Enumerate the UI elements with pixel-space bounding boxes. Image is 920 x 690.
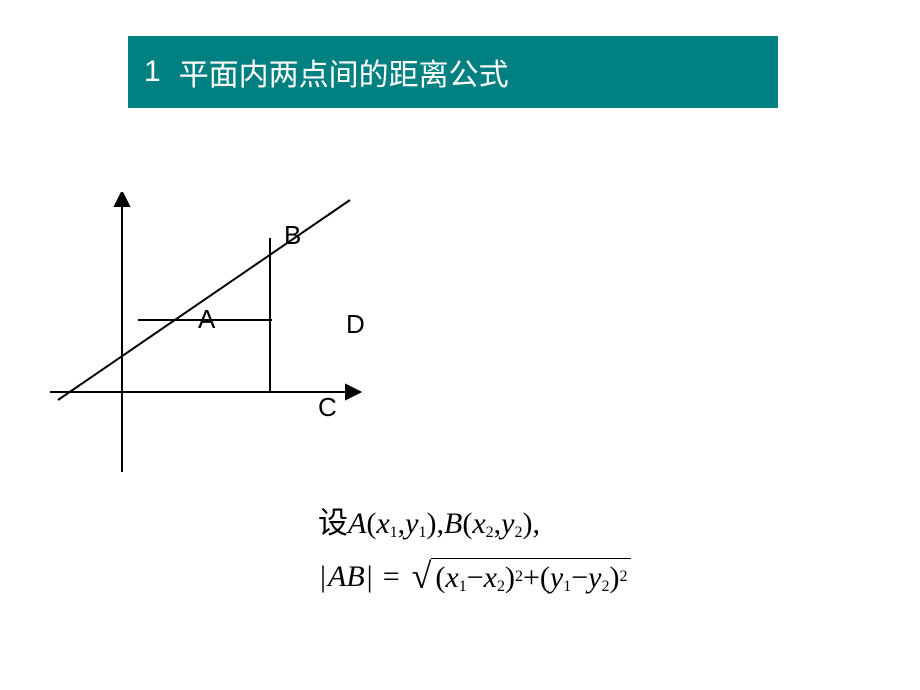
- var-x2b: x: [484, 561, 497, 595]
- sub-1a: 1: [390, 524, 398, 542]
- var-y2b: y: [588, 561, 601, 595]
- var-x1b: x: [445, 561, 458, 595]
- minus-2: −: [571, 561, 588, 595]
- minus-1: −: [467, 561, 484, 595]
- abs-bar-r: |: [365, 560, 375, 594]
- formula-prefix: 设: [318, 498, 348, 542]
- sup-2: 2: [619, 568, 627, 586]
- var-x2: x: [472, 507, 485, 541]
- sub-2a: 2: [486, 524, 494, 542]
- sub-1b: 1: [418, 524, 426, 542]
- var-y1b: y: [550, 561, 563, 595]
- sqrt-content: ( x 1 − x 2 ) 2 + ( y 1 − y 2 ) 2: [431, 558, 631, 595]
- label-D: D: [346, 309, 365, 340]
- equals: =: [375, 560, 408, 594]
- lparen-3: (: [435, 561, 445, 595]
- formula-line-1: 设 A ( x 1 , y 1 ), B ( x 2 , y 2 ),: [318, 498, 631, 542]
- rparen-3: ): [505, 561, 515, 595]
- sup-1: 2: [515, 568, 523, 586]
- plus: +: [523, 561, 540, 595]
- lparen-1: (: [366, 507, 376, 541]
- formula-line-2: | AB | = √ ( x 1 − x 2 ) 2 + ( y 1 − y 2: [318, 558, 631, 595]
- radical-icon: √: [412, 560, 432, 597]
- label-C: C: [318, 392, 337, 423]
- sub-2b: 2: [514, 524, 522, 542]
- sym-A: A: [348, 507, 366, 541]
- label-A: A: [198, 304, 215, 335]
- diagram-svg: [50, 192, 380, 482]
- var-x1: x: [376, 507, 389, 541]
- coordinate-diagram: A B C D: [50, 192, 380, 482]
- lparen-4: (: [540, 561, 550, 595]
- title-bar: 1 平面内两点间的距离公式: [128, 36, 778, 108]
- title-number: 1: [144, 55, 161, 89]
- formula-block: 设 A ( x 1 , y 1 ), B ( x 2 , y 2 ), | AB…: [318, 498, 631, 595]
- sub-3a: 1: [459, 578, 467, 596]
- var-y2: y: [501, 507, 514, 541]
- rparen-1: ),: [426, 507, 444, 541]
- label-B: B: [284, 220, 301, 251]
- sub-4b: 2: [601, 578, 609, 596]
- sub-3b: 2: [497, 578, 505, 596]
- lparen-2: (: [462, 507, 472, 541]
- var-y1: y: [405, 507, 418, 541]
- sqrt: √ ( x 1 − x 2 ) 2 + ( y 1 − y 2 ) 2: [412, 558, 632, 595]
- abs-bar-l: |: [318, 560, 328, 594]
- sub-4a: 1: [563, 578, 571, 596]
- title-text: 平面内两点间的距离公式: [179, 50, 509, 94]
- rparen-2: ),: [522, 507, 540, 541]
- rparen-4: ): [609, 561, 619, 595]
- sym-B: B: [444, 507, 462, 541]
- var-AB: AB: [328, 560, 365, 594]
